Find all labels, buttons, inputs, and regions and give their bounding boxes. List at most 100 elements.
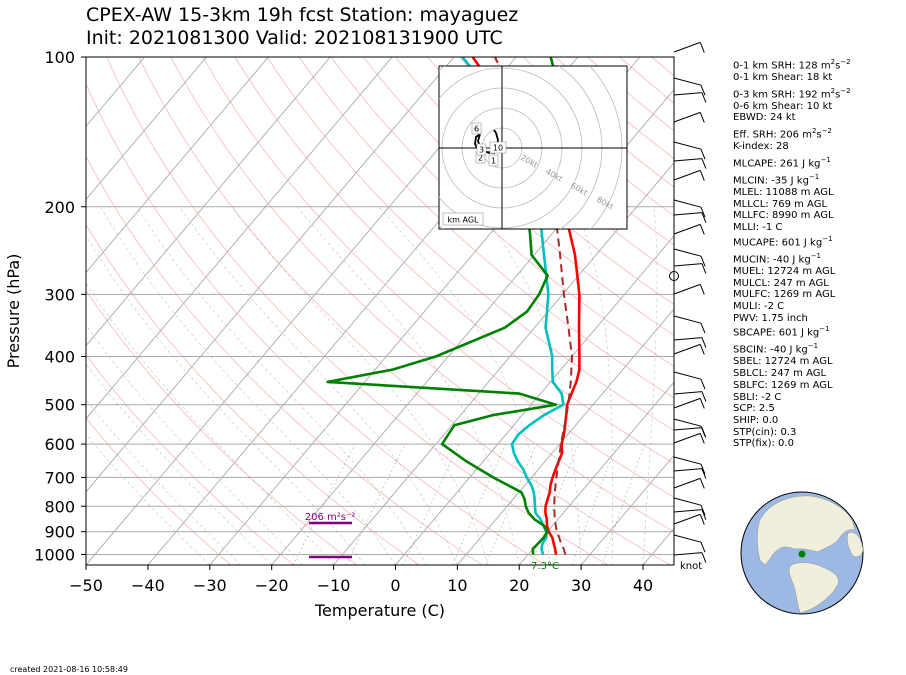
- x-tick-label: −30: [193, 576, 227, 595]
- wind-barb-staff: [673, 371, 702, 380]
- wind-barb-staff: [673, 391, 702, 395]
- hodo-height-3: 3: [479, 146, 484, 155]
- index-line: MLLFC: 8990 m AGL: [733, 210, 851, 222]
- mixing-ratio-line: [601, 443, 646, 565]
- dry-adiabat: [298, 57, 674, 399]
- wind-barb-staff: [673, 212, 702, 216]
- y-axis-label: Pressure (hPa): [4, 254, 23, 369]
- index-text: EBWD: 24 kt: [733, 112, 796, 124]
- index-line: MLCIN: -35 J kg−1: [733, 172, 851, 187]
- index-line: MULCL: 247 m AGL: [733, 278, 851, 290]
- index-text: MLCAPE: 261 J kg: [733, 158, 821, 170]
- wind-barb-flag: [699, 344, 705, 355]
- index-text: MULI: -2 C: [733, 300, 785, 312]
- globe-africa-edge: [847, 532, 864, 557]
- isotherm: [333, 162, 674, 565]
- series-line-3: [494, 57, 573, 555]
- wind-barb-flag: [699, 42, 705, 53]
- y-tick-label: 600: [44, 435, 75, 454]
- index-text: STP(cin): 0.3: [733, 426, 797, 438]
- index-text: MLLFC: 8990 m AGL: [733, 210, 834, 222]
- y-tick-label: 700: [44, 468, 75, 487]
- wind-barb-staff: [673, 456, 702, 465]
- index-line: 0-1 km SRH: 128 m2s−2: [733, 57, 851, 72]
- index-text: MUCIN: -40 J kg: [733, 254, 811, 266]
- index-text: SCP: 2.5: [733, 403, 775, 415]
- hodo-height-1: 1: [491, 157, 496, 166]
- index-line: SBLI: -2 C: [733, 392, 851, 404]
- wind-barb-staff: [673, 552, 702, 556]
- wind-barb-flag: [700, 85, 706, 96]
- moist-adiabat: [296, 206, 520, 565]
- wind-barb-flag: [700, 149, 706, 160]
- wind-barbs: [673, 41, 707, 563]
- wind-barb-staff: [673, 509, 702, 513]
- index-line: SHIP: 0.0: [733, 415, 851, 427]
- wind-barb-flag: [701, 92, 707, 103]
- wind-barb-flag: [699, 224, 705, 235]
- index-superscript: −1: [822, 234, 833, 243]
- index-text: SBCAPE: 601 J kg: [733, 327, 820, 339]
- x-tick-label: 0: [390, 576, 400, 595]
- index-text: SBCIN: -40 J kg: [733, 344, 808, 356]
- x-tick-label: −40: [131, 576, 165, 595]
- moist-adiabat: [575, 206, 613, 565]
- wind-barb-staff: [673, 427, 702, 431]
- index-superscript: −1: [820, 155, 831, 164]
- wind-barb-flag: [701, 552, 707, 563]
- index-text: SHIP: 0.0: [733, 414, 779, 426]
- isotherm: [86, 57, 455, 493]
- x-tick-label: −20: [255, 576, 289, 595]
- x-tick-label: −50: [69, 576, 103, 595]
- dry-adiabat: [394, 57, 674, 306]
- wind-barb-staff: [673, 315, 702, 324]
- y-tick-label: 100: [44, 48, 75, 67]
- mixing-ratio-line: [403, 443, 460, 565]
- index-line: SBLFC: 1269 m AGL: [733, 380, 851, 392]
- dry-adiabat: [86, 417, 232, 565]
- index-text: MLCIN: -35 J kg: [733, 175, 809, 187]
- index-line: SBCAPE: 601 J kg−1: [733, 324, 851, 339]
- hodo-corner-label: km AGL: [448, 216, 480, 225]
- moist-adiabat: [86, 363, 272, 565]
- index-text: MUEL: 12724 m AGL: [733, 265, 836, 277]
- index-superscript: −2: [821, 127, 832, 136]
- index-text: MULCL: 247 m AGL: [733, 277, 829, 289]
- wind-barb-staff: [673, 248, 702, 257]
- wind-barb-staff: [673, 111, 701, 123]
- wind-barb-staff: [673, 199, 702, 208]
- wind-barb-staff: [673, 343, 701, 355]
- wind-barb-flag: [700, 256, 706, 267]
- wind-barb-staff: [673, 534, 702, 543]
- wind-barb-staff: [673, 141, 702, 150]
- index-text: SBLI: -2 C: [733, 391, 782, 403]
- moist-adiabat: [179, 206, 458, 565]
- dry-adiabat: [427, 57, 674, 276]
- index-line: 0-1 km Shear: 18 kt: [733, 72, 851, 84]
- index-superscript: 2: [830, 58, 836, 66]
- index-superscript: −2: [840, 86, 851, 95]
- index-line: MLEL: 11088 m AGL: [733, 187, 851, 199]
- moist-adiabat: [642, 206, 658, 565]
- hodo-height-10: 10: [493, 144, 503, 153]
- index-line: MUEL: 12724 m AGL: [733, 266, 851, 278]
- x-tick-label: 40: [633, 576, 653, 595]
- isotherm: [86, 57, 393, 420]
- index-line: MUCIN: -40 J kg−1: [733, 251, 851, 266]
- moist-adiabat: [86, 433, 211, 565]
- y-tick-label: 400: [44, 348, 75, 367]
- index-line: MLLCL: 769 m AGL: [733, 199, 851, 211]
- isotherm: [86, 57, 207, 201]
- index-text: 0-1 km Shear: 18 kt: [733, 72, 833, 84]
- index-text: MUCAPE: 601 J kg: [733, 237, 823, 249]
- y-tick-label: 300: [44, 285, 75, 304]
- index-text: MLLCL: 769 m AGL: [733, 198, 828, 210]
- wind-barb-staff: [673, 223, 701, 235]
- index-text: MLEL: 11088 m AGL: [733, 186, 834, 198]
- wind-barb-flag: [699, 284, 705, 295]
- index-text: K-index: 28: [733, 141, 789, 153]
- index-line: SBLCL: 247 m AGL: [733, 368, 851, 380]
- index-text: 0-1 km SRH: 128 m: [733, 60, 831, 72]
- wind-barb-flag: [701, 158, 707, 169]
